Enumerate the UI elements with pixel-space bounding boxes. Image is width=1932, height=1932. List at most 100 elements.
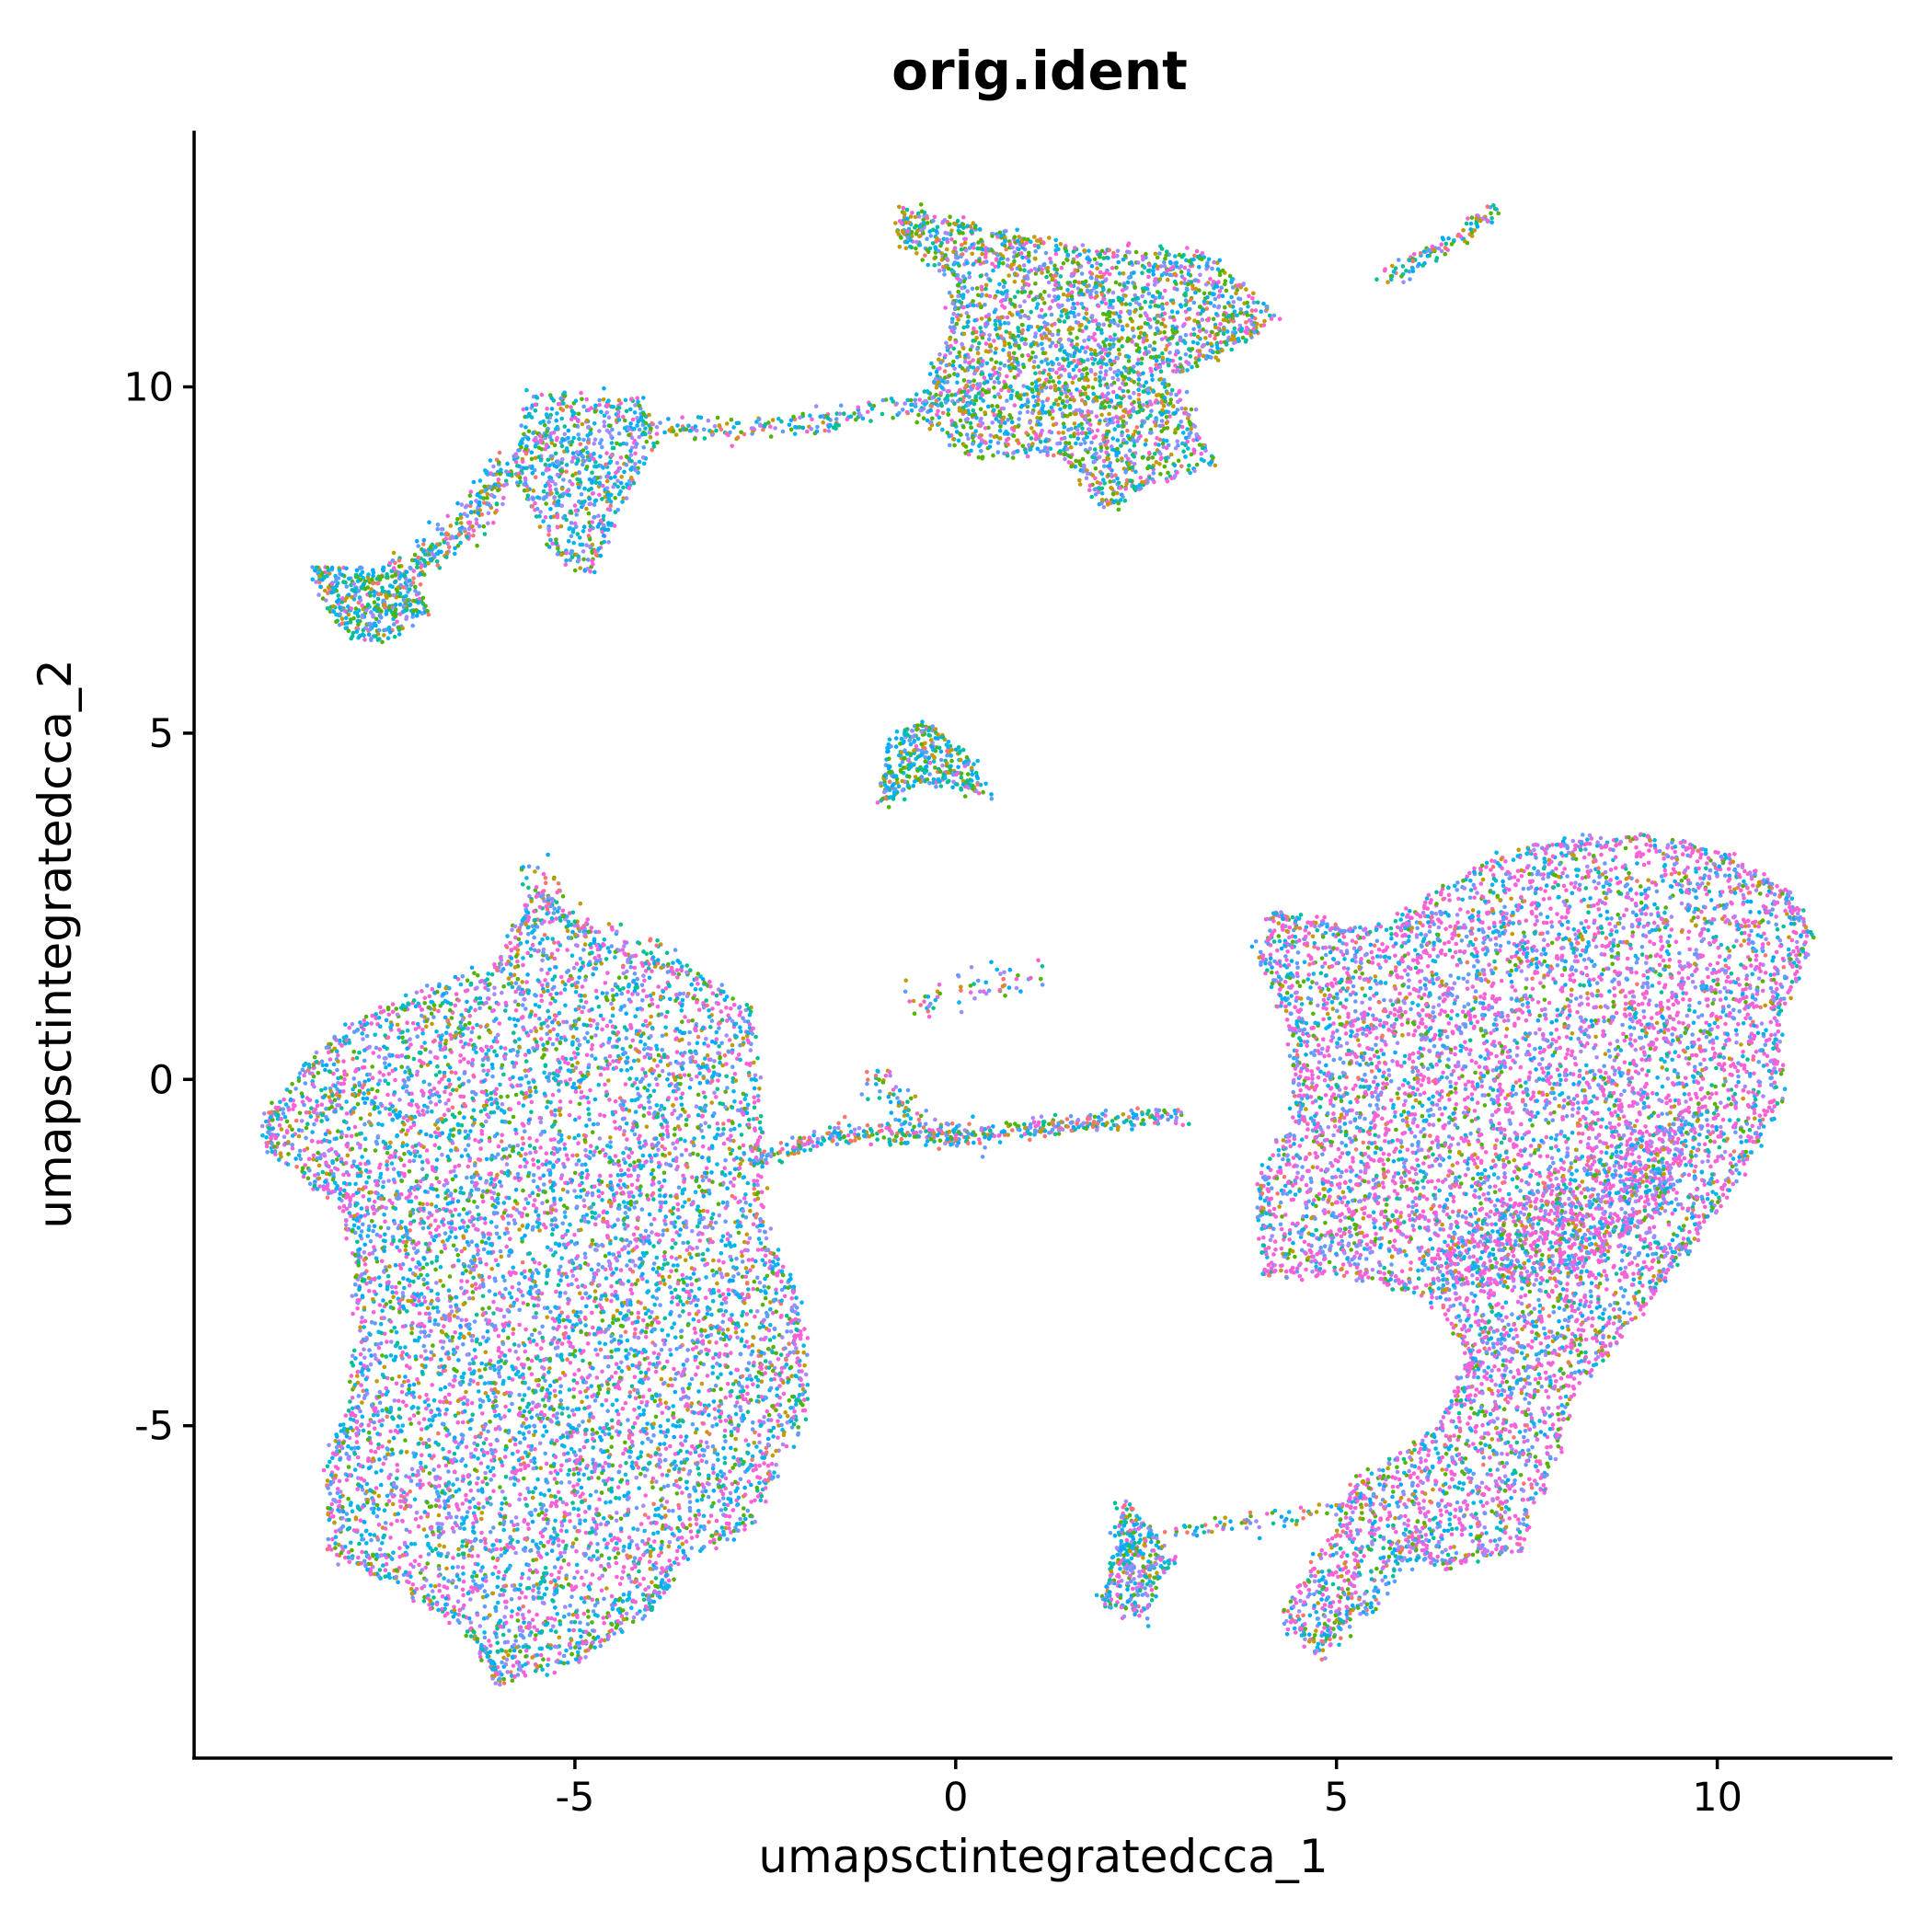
scatter-point	[627, 1535, 632, 1540]
scatter-point	[720, 1132, 726, 1136]
scatter-point	[598, 1296, 604, 1302]
scatter-point	[534, 1209, 538, 1214]
scatter-point	[407, 1077, 411, 1082]
scatter-point	[347, 1517, 351, 1523]
scatter-point	[290, 1145, 295, 1151]
scatter-point	[745, 1248, 750, 1253]
scatter-point	[767, 1360, 773, 1365]
scatter-point	[454, 1235, 458, 1240]
scatter-point	[743, 1438, 749, 1443]
scatter-point	[635, 1049, 640, 1053]
scatter-point	[559, 1256, 564, 1260]
scatter-point	[686, 1386, 691, 1391]
scatter-point	[566, 968, 571, 973]
scatter-point	[739, 1133, 744, 1137]
scatter-point	[350, 1547, 354, 1553]
scatter-point	[469, 1189, 474, 1193]
scatter-point	[692, 1136, 696, 1141]
scatter-point	[459, 1154, 465, 1158]
scatter-point	[454, 1070, 458, 1075]
scatter-point	[631, 1615, 637, 1620]
scatter-point	[377, 1553, 383, 1558]
scatter-point	[446, 1108, 451, 1112]
scatter-point	[435, 1090, 440, 1095]
scatter-point	[667, 1274, 672, 1279]
scatter-point	[623, 1440, 627, 1445]
scatter-point	[612, 1198, 616, 1203]
scatter-point	[441, 1239, 445, 1244]
scatter-point	[453, 1165, 457, 1169]
scatter-point	[529, 1415, 535, 1420]
scatter-point	[374, 1486, 379, 1490]
scatter-points	[259, 202, 1816, 1687]
scatter-point	[417, 1420, 421, 1426]
scatter-point	[700, 1493, 706, 1499]
scatter-point	[723, 1157, 728, 1163]
scatter-point	[399, 1219, 404, 1225]
scatter-point	[783, 1409, 788, 1415]
scatter-point	[648, 1241, 652, 1246]
scatter-point	[492, 992, 497, 996]
scatter-point	[595, 1352, 600, 1357]
scatter-point	[526, 1386, 532, 1391]
scatter-point	[686, 1018, 691, 1024]
scatter-point	[493, 1413, 498, 1419]
scatter-point	[496, 1144, 501, 1149]
scatter-point	[513, 1008, 519, 1013]
scatter-point	[466, 1553, 471, 1558]
scatter-point	[584, 1395, 590, 1399]
scatter-point	[519, 1590, 524, 1595]
scatter-point	[512, 1587, 517, 1593]
scatter-point	[474, 1312, 479, 1317]
scatter-point	[429, 1133, 434, 1139]
scatter-point	[344, 1478, 350, 1482]
scatter-point	[547, 1418, 553, 1422]
scatter-point	[415, 1377, 420, 1382]
scatter-point	[517, 1322, 522, 1328]
scatter-point	[483, 1421, 489, 1427]
scatter-point	[513, 1515, 519, 1520]
scatter-point	[455, 1599, 461, 1604]
scatter-point	[497, 1354, 502, 1360]
scatter-point	[660, 1472, 665, 1478]
scatter-point	[565, 1357, 569, 1362]
scatter-point	[523, 1129, 527, 1133]
scatter-point	[726, 1287, 730, 1293]
scatter-point	[385, 1340, 389, 1344]
scatter-point	[740, 1292, 745, 1296]
scatter-point	[659, 1429, 663, 1434]
scatter-point	[521, 1123, 526, 1128]
scatter-point	[434, 1281, 439, 1285]
scatter-point	[746, 1117, 752, 1122]
scatter-point	[445, 1551, 451, 1556]
scatter-point	[712, 1059, 717, 1064]
scatter-point	[423, 1465, 429, 1469]
scatter-point	[377, 1457, 382, 1462]
scatter-point	[615, 1485, 621, 1489]
scatter-point	[648, 1021, 652, 1026]
scatter-point	[432, 1584, 438, 1589]
scatter-point	[627, 1575, 632, 1581]
scatter-point	[453, 1003, 458, 1008]
scatter-point	[375, 1409, 380, 1414]
scatter-point	[638, 1256, 643, 1261]
scatter-point	[736, 1200, 741, 1205]
scatter-point	[740, 1249, 744, 1255]
scatter-point	[489, 1063, 495, 1067]
scatter-point	[550, 1124, 555, 1129]
scatter-point	[685, 1240, 690, 1245]
scatter-point	[404, 1132, 408, 1137]
scatter-point	[719, 1238, 724, 1243]
scatter-point	[738, 1477, 743, 1482]
scatter-point	[627, 1394, 632, 1399]
scatter-point	[626, 1173, 631, 1179]
scatter-point	[708, 1025, 713, 1029]
scatter-point	[523, 1074, 529, 1079]
scatter-point	[600, 991, 605, 995]
scatter-point	[499, 1095, 503, 1099]
scatter-point	[632, 972, 638, 976]
scatter-point	[282, 1134, 287, 1140]
scatter-point	[485, 1616, 489, 1620]
scatter-point	[635, 1216, 640, 1221]
scatter-point	[766, 1418, 771, 1422]
